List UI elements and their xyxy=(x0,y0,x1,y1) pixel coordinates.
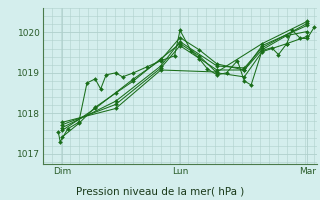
Text: Pression niveau de la mer( hPa ): Pression niveau de la mer( hPa ) xyxy=(76,186,244,196)
